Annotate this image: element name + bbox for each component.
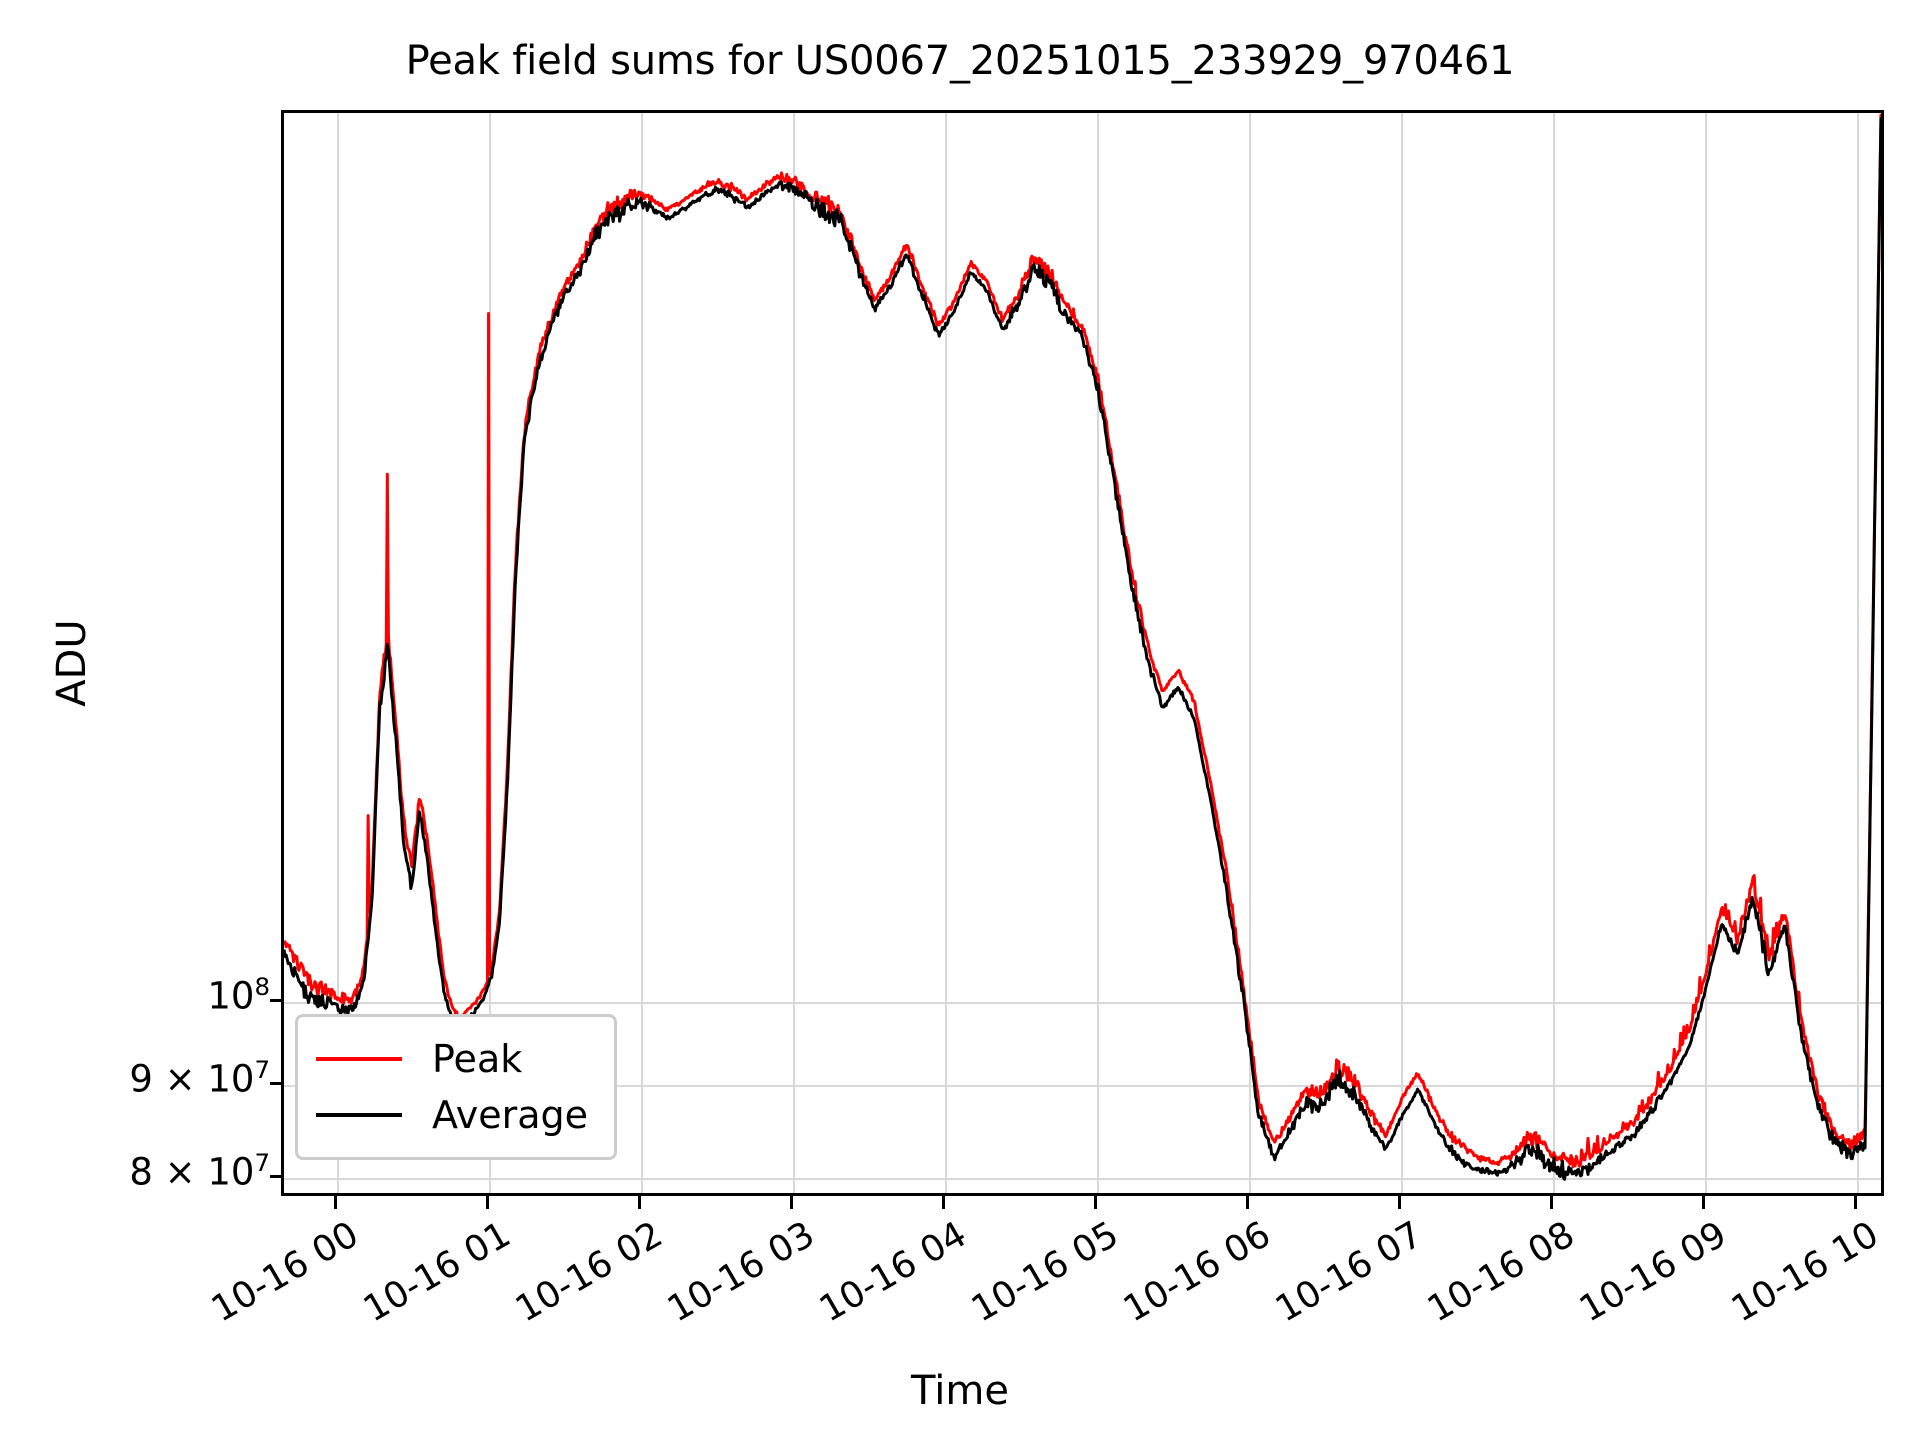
grid-line-vertical xyxy=(1249,113,1252,1193)
grid-line-vertical xyxy=(792,113,795,1193)
legend[interactable]: Peak Average xyxy=(295,1014,618,1160)
y-tick-label: 108 xyxy=(207,972,270,1018)
x-tick-mark xyxy=(1702,1196,1706,1209)
y-axis-label: ADU xyxy=(49,619,95,707)
grid-line-vertical xyxy=(640,113,643,1193)
x-tick-mark xyxy=(1398,1196,1402,1209)
y-tick-label: 9 × 107 xyxy=(129,1055,270,1101)
x-tick-mark xyxy=(637,1196,641,1209)
series-svg xyxy=(284,113,1881,1193)
chart-title: Peak field sums for US0067_20251015_2339… xyxy=(405,38,1515,84)
grid-line-vertical xyxy=(1705,113,1708,1193)
x-tick-mark xyxy=(485,1196,489,1209)
y-tick-mark xyxy=(270,1082,282,1086)
grid-line-horizontal xyxy=(284,1085,1881,1088)
grid-line-horizontal xyxy=(284,1178,1881,1181)
series-line-average xyxy=(284,117,1881,1179)
series-line-peak xyxy=(284,114,1881,1167)
grid-line-vertical xyxy=(1553,113,1556,1193)
legend-item[interactable]: Average xyxy=(316,1087,588,1143)
y-tick-mark xyxy=(270,1175,282,1179)
legend-swatch-line xyxy=(316,1057,402,1061)
x-tick-mark xyxy=(333,1196,337,1209)
grid-line-vertical xyxy=(1097,113,1100,1193)
legend-item[interactable]: Peak xyxy=(316,1031,588,1087)
x-axis-label: Time xyxy=(911,1368,1009,1414)
grid-line-horizontal xyxy=(284,1002,1881,1005)
data-curves xyxy=(284,113,1881,1193)
x-tick-mark xyxy=(1550,1196,1554,1209)
grid-line-vertical xyxy=(336,113,339,1193)
x-tick-mark xyxy=(1854,1196,1858,1209)
y-tick-label: 8 × 107 xyxy=(129,1148,270,1194)
x-tick-mark xyxy=(789,1196,793,1209)
legend-label: Average xyxy=(432,1093,589,1137)
grid-line-vertical xyxy=(945,113,947,1193)
y-tick-mark xyxy=(270,999,282,1003)
legend-label: Peak xyxy=(432,1037,523,1081)
x-tick-mark xyxy=(942,1196,945,1209)
grid-line-vertical xyxy=(1401,113,1404,1193)
legend-swatch-line xyxy=(316,1113,402,1117)
x-tick-mark xyxy=(1246,1196,1250,1209)
grid-line-vertical xyxy=(1857,113,1860,1193)
x-tick-mark xyxy=(1094,1196,1098,1209)
